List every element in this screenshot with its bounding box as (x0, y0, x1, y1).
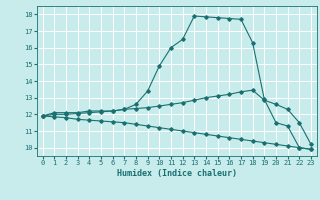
X-axis label: Humidex (Indice chaleur): Humidex (Indice chaleur) (117, 169, 237, 178)
